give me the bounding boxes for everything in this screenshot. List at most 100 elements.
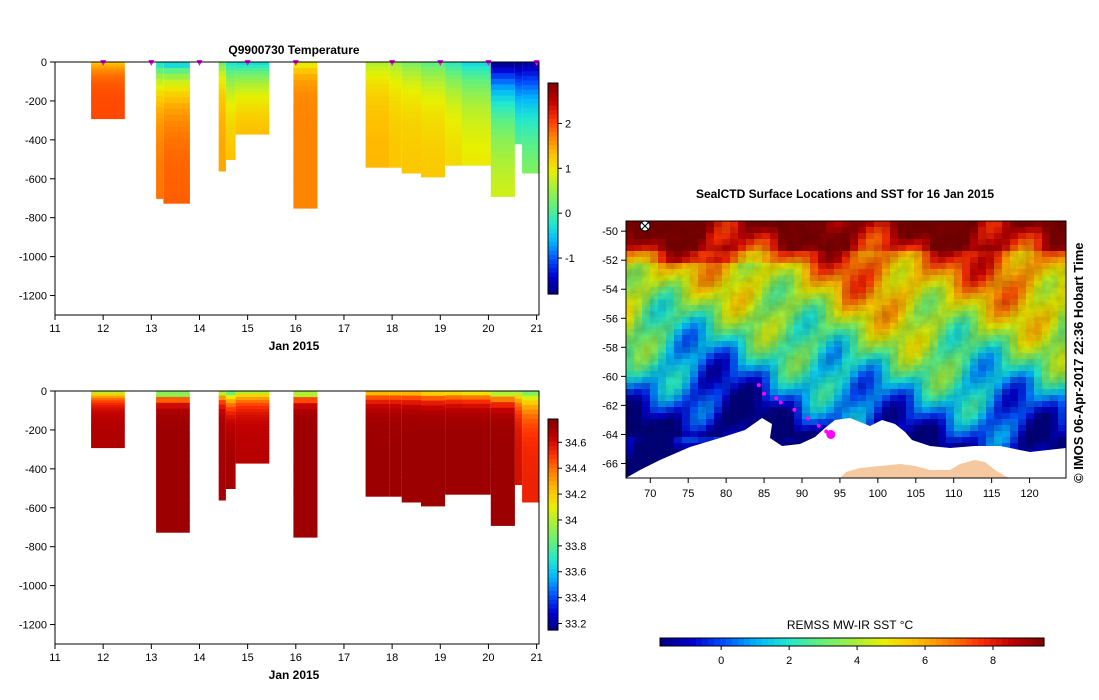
profile-cell: [522, 163, 539, 169]
colorbar-segment: [548, 91, 558, 97]
profile-cell: [445, 109, 462, 115]
profile-cell: [490, 502, 515, 510]
profile-cell: [490, 396, 515, 403]
profile-cell: [445, 74, 462, 80]
colorbar-tick-label: 0: [718, 655, 724, 667]
profile-cell: [461, 481, 491, 487]
profile-cell: [156, 101, 164, 108]
profile-cell: [389, 399, 402, 405]
colorbar-segment: [548, 559, 558, 565]
profile-cell: [522, 154, 539, 160]
profile-cell: [445, 442, 462, 448]
lon-tick-label: 85: [758, 488, 770, 500]
colorbar-segment: [548, 263, 558, 269]
profile-cell: [514, 402, 523, 408]
profile-cell: [514, 82, 523, 87]
profile-cell: [218, 125, 226, 131]
colorbar-segment: [548, 480, 558, 486]
profile-cell: [461, 74, 491, 80]
colorbar-segment: [548, 258, 558, 264]
profile-cell: [235, 119, 270, 123]
y-tick-label: -1200: [19, 291, 47, 303]
profile-cell: [401, 66, 421, 72]
profile-cell: [445, 113, 462, 119]
lat-tick-label: -58: [602, 342, 618, 354]
profile-cell: [445, 468, 462, 474]
profile-cell: [421, 491, 446, 497]
profile-cell: [235, 442, 270, 446]
profile-cell: [365, 478, 390, 484]
profile-cell: [218, 454, 226, 460]
colorbar-segment: [906, 638, 913, 646]
colorbar-segment: [834, 638, 841, 646]
lon-tick-label: 100: [869, 488, 887, 500]
profile-cell: [445, 122, 462, 128]
profile-cell: [421, 124, 446, 130]
profile-cell: [365, 114, 390, 120]
profile-cell: [163, 62, 190, 69]
profile-cell: [163, 73, 190, 81]
profile-cell: [365, 140, 390, 146]
profile-cell: [156, 414, 190, 421]
profile-cell: [365, 483, 390, 488]
profile-cell: [365, 408, 390, 414]
profile-cell: [235, 433, 270, 437]
profile-cell: [156, 520, 190, 527]
colorbar-segment: [804, 638, 811, 646]
profile-cell: [461, 66, 491, 72]
colorbar-frame: [659, 637, 1045, 647]
profile-cell: [235, 89, 270, 93]
profile-cell: [401, 432, 421, 438]
colorbar-segment: [548, 419, 558, 424]
profile-cell: [91, 426, 125, 430]
profile-cell: [522, 474, 539, 480]
profile-cell: [514, 429, 523, 435]
colorbar-segment: [548, 105, 558, 110]
profile-cell: [421, 481, 446, 488]
profile-cell: [514, 445, 523, 450]
profile-cell: [218, 102, 226, 108]
profile-cell: [293, 530, 318, 538]
colorbar-segment: [548, 520, 558, 526]
profile-cell: [490, 480, 515, 487]
colorbar-segment: [882, 638, 889, 646]
profile-cell: [226, 143, 236, 148]
profile-cell: [91, 398, 125, 402]
profile-cell: [490, 78, 515, 85]
profile-cell: [156, 420, 190, 427]
colorbar-segment: [548, 245, 558, 251]
profile-cell: [401, 71, 421, 77]
lon-tick-label: 115: [983, 488, 1001, 500]
profile-cell: [389, 491, 402, 497]
profile-cell: [514, 99, 523, 104]
profile-cell: [156, 408, 190, 416]
profile-cell: [226, 102, 236, 108]
profile-cell: [235, 424, 270, 428]
profile-cell: [522, 85, 539, 91]
profile-cell: [401, 140, 421, 146]
profile-cell: [389, 408, 402, 414]
profile-cell: [163, 150, 190, 157]
colorbar-segment: [852, 638, 859, 646]
profile-cell: [461, 425, 491, 431]
profile-cell: [365, 399, 390, 405]
profile-cell: [461, 160, 491, 166]
profile-cell: [156, 186, 164, 194]
profile-cell: [401, 94, 421, 100]
profile-cell: [91, 409, 125, 413]
profile-cell: [156, 514, 190, 521]
profile-cell: [389, 140, 402, 146]
profile-cell: [522, 469, 539, 475]
profile-cell: [514, 85, 523, 90]
profile-cell: [218, 400, 226, 406]
profile-cell: [461, 152, 491, 158]
profile-cell: [226, 447, 236, 453]
profile-cell: [226, 135, 236, 140]
seal-location-point: [774, 396, 779, 401]
profile-cell: [401, 409, 421, 415]
profile-cell: [490, 508, 515, 515]
profile-cell: [226, 455, 236, 461]
colorbar-segment: [548, 476, 558, 482]
profile-cell: [389, 461, 402, 467]
profile-cell: [163, 138, 190, 145]
